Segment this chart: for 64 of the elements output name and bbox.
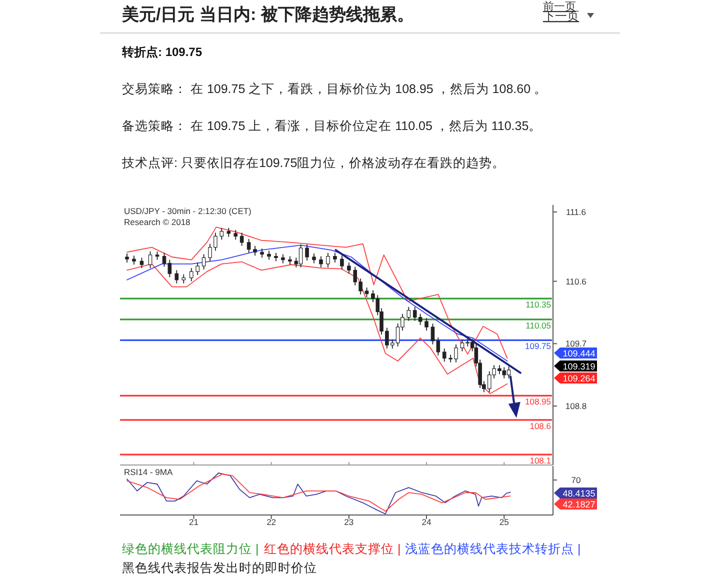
ref-line-label: 109.75 (525, 341, 552, 352)
ref-line-label: 110.35 (526, 300, 552, 310)
line-series (126, 226, 508, 359)
text: 70 (571, 475, 581, 485)
text: 绿色的横线代表阻力位 | (122, 542, 259, 556)
candlestick (253, 245, 257, 256)
candlestick (364, 287, 369, 298)
text: 备选策略： 在 109.75 上，看涨，目标价位定在 110.05 ，然后为 110.35。 (122, 119, 542, 133)
candlestick (140, 257, 144, 269)
candlestick (406, 306, 411, 322)
candlestick (267, 250, 271, 260)
x-tick-label: 22 (266, 517, 276, 527)
candlestick (189, 268, 194, 282)
text: 交易策略： 在 109.75 之下，看跌，目标价位为 108.95 ，然后为 108.60 。 (122, 81, 548, 96)
ref-line-label: 108.1 (530, 456, 552, 466)
candlestick (148, 251, 152, 269)
candlestick (246, 238, 251, 254)
x-tick-label: 25 (499, 517, 510, 527)
text: 浅蓝色的横线代表技术转折点 | (405, 542, 581, 556)
x-tick-label: 21 (188, 517, 199, 527)
candlestick (424, 318, 428, 331)
candlestick (240, 232, 244, 246)
text: 109.319 (562, 362, 596, 372)
candlestick (340, 255, 344, 270)
candlestick (312, 253, 316, 264)
text: 109.264 (562, 374, 596, 384)
candlestick (196, 262, 200, 276)
text: 109.444 (562, 348, 596, 358)
candlestick (226, 227, 231, 238)
text: 黑色线代表报告发出时的即时价位 (122, 561, 317, 575)
candlestick (260, 248, 264, 258)
chart-title: RSI14 - 9MA (124, 467, 173, 477)
candlestick (125, 253, 129, 263)
candlestick (442, 348, 446, 362)
y-tick-label: 108.8 (565, 401, 587, 412)
text: 转折点: 109.75 (121, 45, 202, 59)
y-tick-label: 109.7 (565, 338, 587, 349)
candlestick (333, 252, 337, 263)
chart-subtitle: USD/JPY - 30min - 2:12:30 (CET) (124, 206, 252, 216)
candlestick (305, 244, 309, 261)
ref-line-label: 108.6 (530, 420, 552, 431)
candlestick (347, 262, 351, 274)
text: 42.1827 (562, 500, 596, 510)
x-tick-label: 23 (344, 517, 354, 527)
candlestick (319, 256, 323, 268)
ref-line-label: 108.95 (525, 396, 552, 407)
candlestick (281, 254, 285, 264)
candlestick (220, 227, 224, 240)
line-series (126, 244, 508, 362)
x-tick-label: 24 (422, 517, 432, 527)
candlestick (132, 255, 136, 266)
candlestick (234, 230, 238, 240)
y-tick-label: 110.6 (566, 276, 587, 286)
chart-title: 美元/日元 当日内: 被下降趋势线拖累。 (121, 5, 414, 24)
text: 48.4135 (562, 488, 596, 498)
candlestick (202, 254, 206, 270)
candlestick (174, 270, 179, 284)
candlestick (182, 274, 186, 284)
text: 技术点评: 只要依旧存在109.75阻力位，价格波动存在看跌的趋势。 (121, 156, 506, 170)
annotation: Research © 2018 (124, 217, 191, 227)
candlestick (326, 252, 330, 268)
text: 红色的横线代表支撑位 | (264, 542, 401, 556)
ref-line-label: 110.05 (526, 320, 552, 330)
y-tick-label: 111.6 (566, 206, 586, 217)
